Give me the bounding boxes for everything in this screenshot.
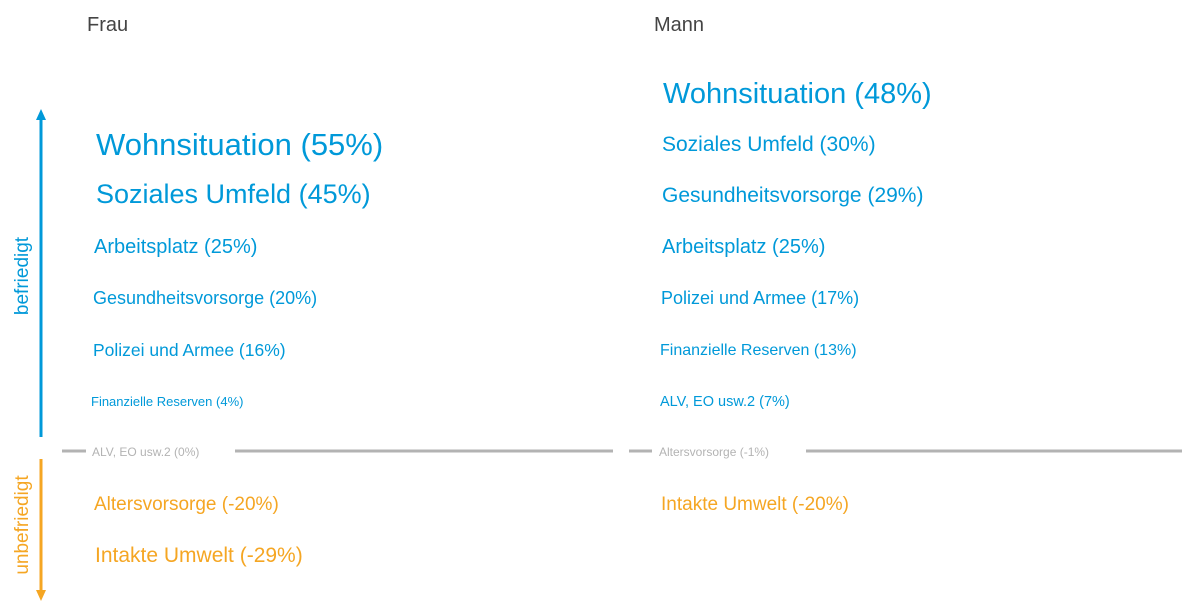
column-title-mann: Mann — [654, 14, 704, 36]
item-label-mann-6: Finanzielle Reserven (13%) — [660, 342, 857, 359]
item-label-mann-2: Soziales Umfeld (30%) — [662, 133, 876, 156]
item-label-frau-3: Arbeitsplatz (25%) — [94, 236, 257, 258]
item-label-mann-3: Gesundheitsvorsorge (29%) — [662, 184, 923, 207]
item-label-frau-6: Finanzielle Reserven (4%) — [91, 394, 243, 409]
axis-label-befriedigt: befriedigt — [12, 236, 33, 315]
item-label-mann-5: Polizei und Armee (17%) — [661, 288, 859, 308]
item-label-frau-9: Intakte Umwelt (-29%) — [95, 544, 303, 567]
axis-label-unbefriedigt: unbefriedigt — [12, 475, 33, 575]
item-label-mann-8: Altersvorsorge (-1%) — [659, 445, 769, 459]
item-label-mann-4: Arbeitsplatz (25%) — [662, 236, 825, 258]
item-label-frau-5: Polizei und Armee (16%) — [93, 340, 286, 360]
item-label-frau-8: Altersvorsorge (-20%) — [94, 494, 279, 515]
item-label-frau-7: ALV, EO usw.2 (0%) — [92, 445, 199, 459]
item-label-mann-1: Wohnsituation (48%) — [663, 78, 932, 110]
item-label-mann-7: ALV, EO usw.2 (7%) — [660, 394, 790, 410]
item-label-frau-1: Wohnsituation (55%) — [96, 127, 383, 162]
item-label-frau-2: Soziales Umfeld (45%) — [96, 179, 371, 209]
positive-axis-arrowhead — [36, 109, 46, 120]
item-label-frau-4: Gesundheitsvorsorge (20%) — [93, 288, 317, 308]
item-label-mann-9: Intakte Umwelt (-20%) — [661, 494, 849, 515]
negative-axis-arrowhead — [36, 590, 46, 601]
chart-marks: Wohnsituation (55%) Soziales Umfeld (45%)… — [91, 78, 932, 567]
column-title-frau: Frau — [87, 14, 128, 36]
